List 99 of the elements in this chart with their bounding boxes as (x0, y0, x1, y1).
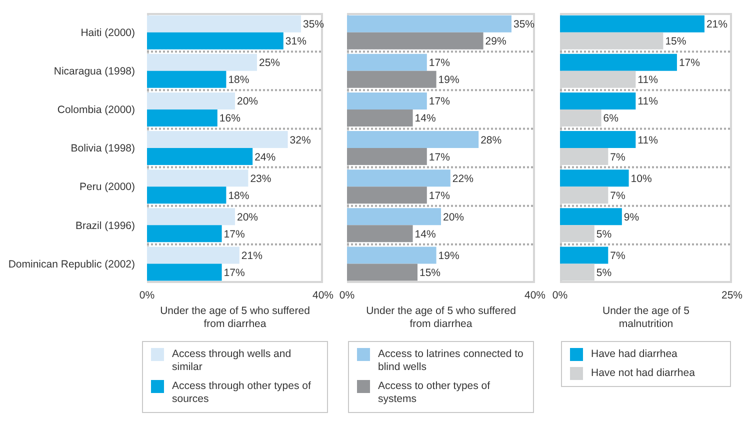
data-label: 7% (610, 151, 626, 164)
legend-label: Access to latrines connected to blind wells (378, 348, 524, 374)
data-label: 14% (414, 228, 436, 240)
data-label: 21% (706, 18, 728, 31)
data-label: 17% (224, 228, 245, 240)
data-label: 5% (596, 228, 612, 240)
data-label: 20% (443, 211, 464, 224)
data-label: 11% (638, 134, 658, 146)
y-tick-label: Brazil (1996) (75, 220, 135, 232)
bar (560, 131, 636, 148)
legend-label: Have not had diarrhea (591, 367, 695, 380)
legend-label: Access through other types of sources (172, 380, 312, 406)
bar (147, 131, 288, 148)
data-label: 15% (665, 36, 686, 48)
bar (347, 186, 427, 204)
bar (147, 246, 240, 264)
bar (347, 148, 427, 166)
bar (347, 109, 413, 126)
data-label: 9% (624, 211, 640, 224)
bar (147, 208, 235, 226)
bar (147, 186, 226, 204)
data-label: 17% (678, 57, 700, 70)
data-label: 24% (254, 151, 276, 164)
y-tick-label: Bolivia (1998) (70, 142, 135, 155)
bar (147, 109, 218, 126)
data-label: 20% (237, 211, 258, 224)
bar (560, 92, 636, 110)
bar (347, 170, 450, 187)
data-label: 17% (428, 190, 450, 202)
bar (347, 70, 436, 88)
data-label: 7% (610, 190, 626, 202)
bar (147, 92, 235, 110)
data-label: 11% (638, 96, 658, 108)
data-label: 6% (603, 112, 618, 125)
x-axis-title: Under the age of 5 malnutrition (602, 305, 690, 331)
bar (147, 225, 222, 242)
data-label: 32% (290, 134, 311, 146)
data-label: 20% (237, 96, 258, 108)
legend-label: Access through wells and similar (172, 348, 292, 374)
bar (347, 32, 484, 50)
data-label: 19% (438, 250, 460, 262)
bar (147, 264, 222, 281)
bar (347, 54, 427, 71)
data-label: 28% (480, 134, 502, 146)
data-label: 35% (303, 18, 324, 31)
x-tick-label: 40% (312, 289, 334, 302)
y-tick-label: Colombia (2000) (57, 104, 135, 116)
x-tick-label: 0% (339, 289, 355, 302)
data-label: 18% (228, 74, 250, 86)
data-label: 16% (219, 112, 240, 125)
bar (560, 54, 677, 71)
bar (560, 246, 608, 264)
x-tick-label: 40% (524, 289, 546, 302)
data-label: 11% (638, 74, 658, 86)
data-label: 31% (285, 36, 306, 48)
bar (347, 225, 413, 242)
bar (147, 170, 248, 187)
bar (347, 92, 427, 110)
data-label: 5% (596, 266, 612, 279)
x-tick-label: 25% (721, 289, 743, 302)
x-tick-label: 0% (139, 289, 155, 302)
data-label: 21% (241, 250, 262, 262)
data-label: 19% (438, 74, 460, 86)
bar (347, 131, 479, 148)
bar (147, 70, 226, 88)
data-label: 10% (630, 172, 652, 185)
x-axis-title: Under the age of 5 who suffered from diarrhea (366, 305, 516, 331)
legend-label: Have had diarrhea (591, 348, 678, 361)
bar (347, 15, 512, 32)
data-label: 15% (420, 266, 441, 279)
legend-label: Access to other types of systems (378, 380, 492, 406)
y-tick-label: Haiti (2000) (80, 26, 135, 39)
data-label: 22% (452, 172, 474, 185)
bar (147, 32, 284, 50)
data-label: 23% (250, 172, 272, 185)
bar (560, 170, 629, 187)
bar (147, 54, 257, 71)
data-label: 35% (514, 18, 535, 31)
data-label: 17% (224, 266, 245, 279)
y-tick-label: Nicaragua (1998) (54, 66, 135, 78)
y-tick-label: Peru (2000) (80, 181, 135, 194)
x-axis-title: Under the age of 5 who suffered from diarrhea (160, 305, 310, 331)
data-label: 17% (428, 151, 450, 164)
bar (147, 148, 253, 166)
data-label: 29% (485, 36, 506, 48)
data-label: 14% (414, 112, 436, 125)
data-label: 25% (259, 57, 280, 70)
x-tick-label: 0% (552, 289, 568, 302)
bar (347, 246, 436, 264)
data-label: 17% (428, 96, 450, 108)
data-label: 17% (428, 57, 450, 70)
y-tick-label: Dominican Republic (2002) (8, 258, 135, 270)
bar (347, 264, 418, 281)
bar (560, 15, 704, 32)
bar (147, 15, 301, 32)
data-label: 7% (610, 250, 626, 262)
bar (560, 208, 622, 226)
data-label: 18% (228, 190, 250, 202)
bar (347, 208, 441, 226)
